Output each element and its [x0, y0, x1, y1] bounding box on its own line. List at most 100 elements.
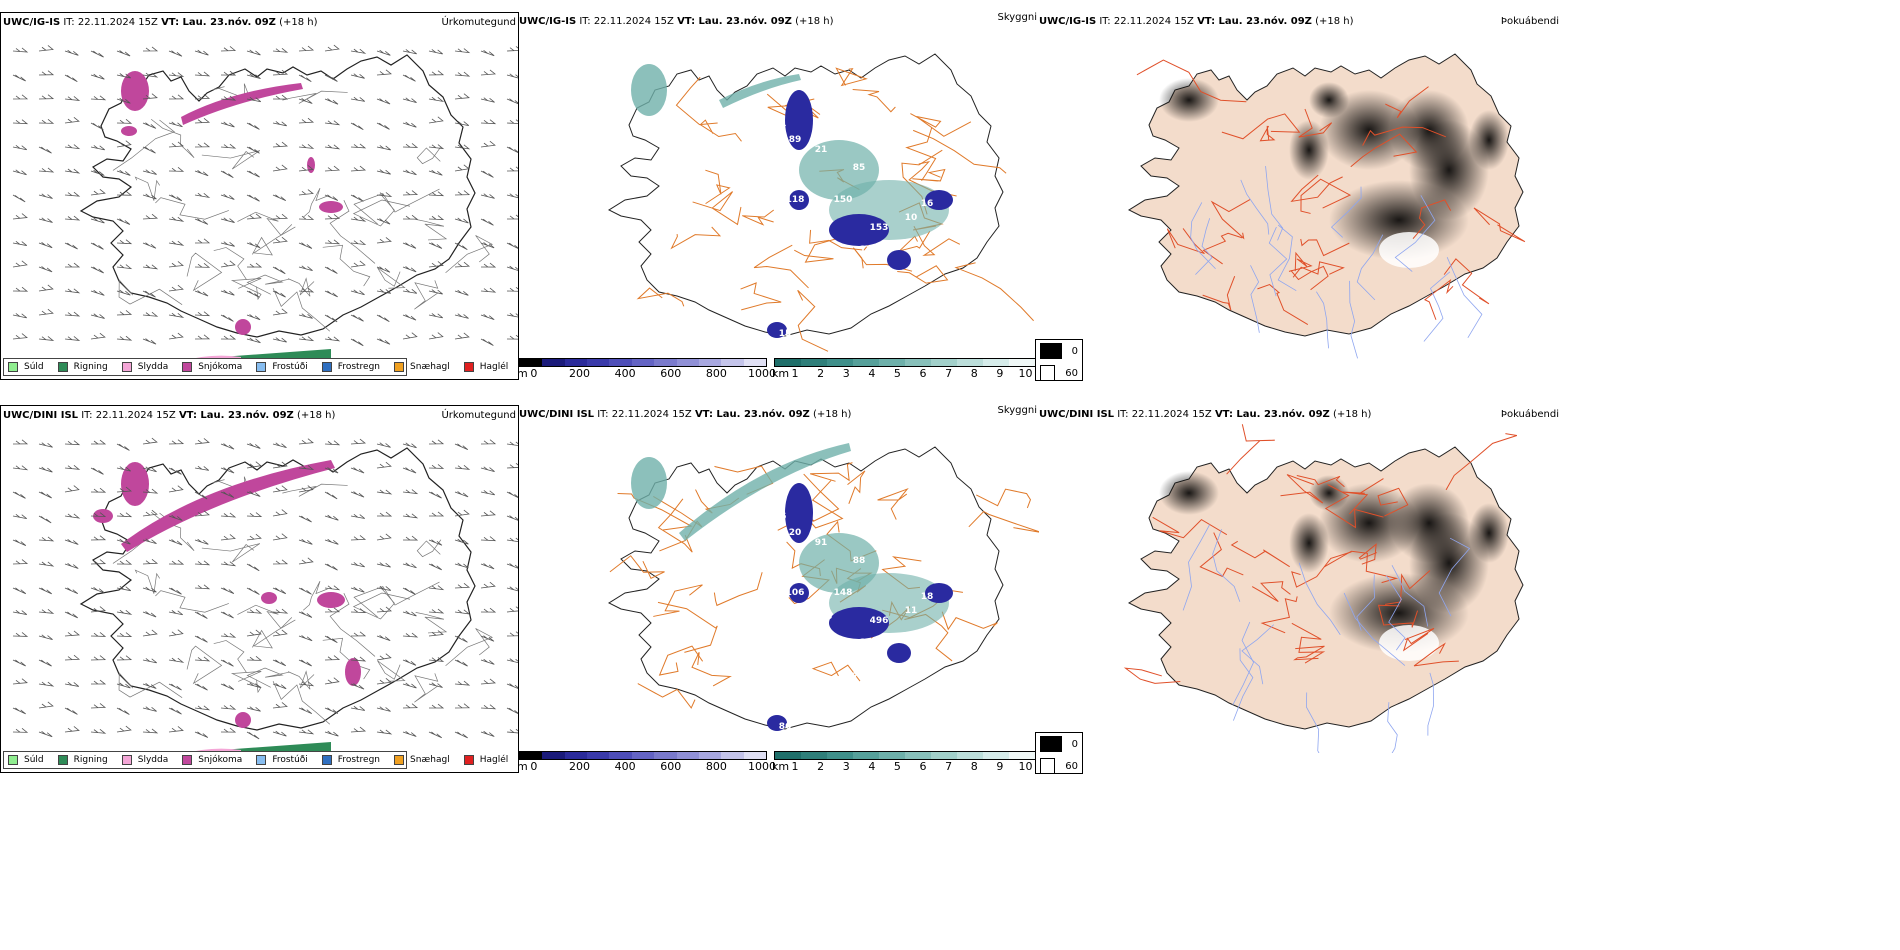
- road: [954, 262, 1034, 322]
- panel-title: Úrkomutegund: [441, 17, 516, 28]
- wind-barb: [116, 466, 131, 472]
- wind-barb: [38, 608, 55, 614]
- init-time: IT: 22.11.2024 15Z: [1099, 16, 1194, 27]
- wind-barb: [64, 116, 80, 124]
- road: [809, 229, 874, 251]
- visibility-colorbar: 1 2 3 4 5 6 7 8 9 10 km: [772, 751, 1036, 774]
- river: [1438, 537, 1471, 617]
- wind-barb: [506, 441, 518, 446]
- wind-barb: [246, 461, 262, 469]
- legend-item: Haglél: [463, 362, 508, 372]
- wind-barb: [376, 606, 393, 613]
- wind-barb: [38, 491, 52, 499]
- wind-barb: [64, 288, 81, 294]
- wind-barb: [402, 288, 418, 294]
- road: [657, 601, 718, 653]
- wind-barb: [64, 465, 81, 470]
- snow-area: [261, 592, 277, 604]
- river-network: [1182, 524, 1471, 753]
- cloud-header-2: UWC/DINI ISL IT: 22.11.2024 15Z VT: Lau.…: [519, 405, 1039, 423]
- legend-swatch: [394, 362, 405, 372]
- iceland-map: [1123, 424, 1524, 753]
- legend-item: Rigning: [57, 362, 108, 372]
- wind-barb: [454, 538, 469, 545]
- wind-barb: [116, 140, 132, 148]
- colorbar-tick: 1: [791, 760, 799, 773]
- wind-barb: [454, 48, 471, 54]
- wind-barb: [168, 216, 185, 222]
- wind-barb: [272, 683, 287, 690]
- wind-barb: [64, 587, 79, 595]
- road: [287, 277, 315, 297]
- wind-barb: [506, 193, 518, 199]
- wind-barb: [194, 142, 211, 148]
- wind-barb: [220, 443, 235, 450]
- wind-barb: [64, 611, 78, 619]
- wind-barb: [324, 194, 339, 201]
- fog-area: [1289, 120, 1329, 180]
- low-visibility-band: [719, 74, 801, 108]
- colorbar-tick: 5: [893, 760, 901, 773]
- colorbar-unit: km: [772, 367, 790, 380]
- road: [322, 244, 371, 287]
- wind-barb: [298, 313, 313, 319]
- wind-barb: [246, 731, 260, 740]
- wind-barb: [168, 141, 185, 148]
- wind-barb: [194, 334, 211, 340]
- colorbar-tick: 400: [614, 367, 636, 380]
- wind-barb: [454, 582, 471, 589]
- road: [118, 672, 183, 698]
- wind-barb: [38, 659, 52, 667]
- wind-barb: [428, 332, 444, 340]
- wind-barb: [142, 242, 157, 249]
- snow-band: [181, 83, 303, 125]
- ceiling-value-label: 85: [853, 163, 866, 173]
- colorbar-tick: 800: [705, 367, 727, 380]
- cloud-header-1: UWC/IG-IS IT: 22.11.2024 15Z VT: Lau. 23…: [519, 12, 1039, 30]
- wind-barb: [194, 465, 210, 471]
- wind-barb: [350, 260, 366, 268]
- wind-barb: [142, 466, 157, 473]
- wind-barb: [324, 144, 341, 150]
- wind-barb: [350, 656, 367, 662]
- road-network: [1123, 424, 1518, 684]
- legend-item: Súld: [8, 755, 44, 765]
- wind-barb: [480, 466, 495, 472]
- wind-barb: [90, 313, 105, 319]
- road: [252, 226, 296, 256]
- road: [416, 539, 442, 558]
- road: [1384, 570, 1431, 605]
- wind-barb: [64, 215, 81, 221]
- ceiling-colorbar: 0 200 400 600 800 1000 m: [517, 751, 776, 774]
- legend-label: Frostregn: [337, 755, 381, 765]
- road: [377, 660, 406, 682]
- colorbar-tick: 0: [530, 367, 538, 380]
- road: [213, 640, 247, 673]
- wind-barb: [116, 335, 133, 341]
- wind-barb: [506, 491, 518, 499]
- wind-barb: [12, 514, 27, 520]
- wind-barb: [324, 467, 339, 474]
- wind-barb: [168, 72, 185, 78]
- wind-barb: [506, 265, 518, 271]
- wind-barb: [194, 290, 209, 297]
- wind-barb: [272, 533, 288, 541]
- road: [912, 168, 946, 182]
- legend-item: Súld: [8, 362, 44, 372]
- wind-barb: [38, 242, 53, 249]
- legend-swatch: [463, 755, 474, 765]
- wind-barb: [298, 485, 314, 493]
- road: [670, 226, 722, 250]
- wind-barb: [116, 632, 133, 638]
- wind-barb: [38, 466, 53, 473]
- wind-barb: [350, 586, 365, 593]
- wind-barb: [350, 562, 365, 568]
- wind-barb: [38, 266, 53, 273]
- precip-legend: Súld Rigning Slydda Snjókoma Frostúði Frostre…: [3, 358, 508, 376]
- wind-barb: [376, 442, 391, 448]
- ceiling-value-label: 129: [860, 245, 879, 255]
- colorbar-tick: 4: [868, 367, 876, 380]
- wind-barb: [376, 706, 391, 712]
- wind-barb: [376, 145, 391, 151]
- visibility-colorbar: 1 2 3 4 5 6 7 8 9 10 km: [772, 358, 1036, 381]
